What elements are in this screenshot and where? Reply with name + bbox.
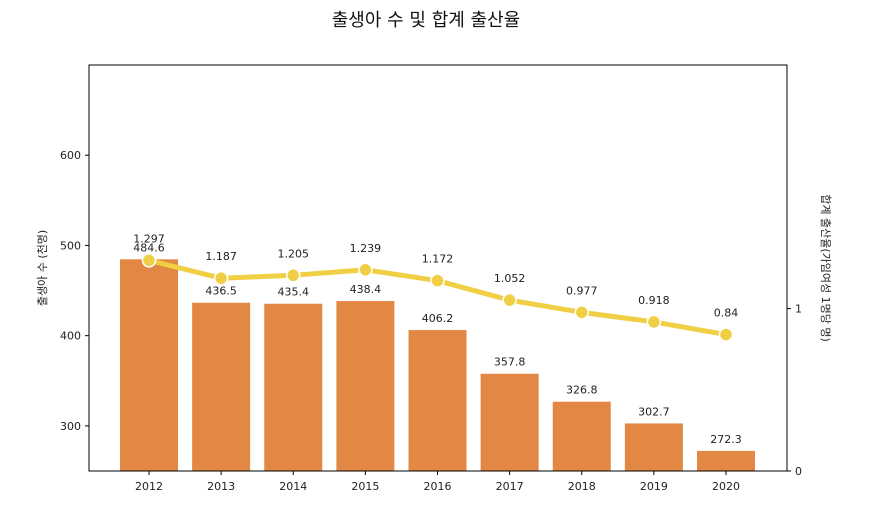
bar	[264, 303, 323, 471]
y-left-tick-label: 300	[60, 420, 81, 433]
line-data-label: 1.052	[494, 272, 526, 285]
bar-data-label: 357.8	[494, 356, 526, 369]
bar-data-label: 436.5	[205, 285, 237, 298]
y-left-tick-label: 600	[60, 149, 81, 162]
line-point	[213, 270, 229, 286]
line-data-label: 1.239	[350, 242, 382, 255]
line-data-label: 1.297	[133, 232, 165, 245]
line-point	[574, 305, 589, 320]
bar-data-label: 435.4	[278, 286, 310, 299]
line-data-label: 0.918	[638, 294, 670, 307]
x-tick-label: 2014	[279, 480, 307, 493]
bar	[408, 330, 467, 471]
bar-data-label: 272.3	[710, 433, 742, 446]
x-tick-label: 2015	[351, 480, 379, 493]
bar	[336, 301, 395, 471]
axes: 2012 2013 2014 2015 2016 2017 2018 2019 2020 300 4…	[35, 64, 832, 493]
x-tick-label: 2020	[712, 480, 740, 493]
line-point	[646, 314, 662, 330]
y-right-tick-label: 1	[795, 303, 802, 316]
x-tick-label: 2012	[135, 480, 163, 493]
line-point	[358, 262, 373, 278]
bar-data-label: 438.4	[350, 283, 382, 296]
line-data-label: 1.172	[422, 253, 454, 266]
x-tick-label: 2018	[568, 480, 596, 493]
x-tick-label: 2016	[424, 480, 452, 493]
line-data-label: 0.84	[714, 307, 739, 320]
line-point	[430, 273, 445, 288]
y-left-tick-label: 400	[60, 330, 81, 343]
x-tick-label: 2013	[207, 480, 235, 493]
line-data-label: 0.977	[566, 284, 598, 297]
bar	[697, 450, 755, 471]
line-point	[502, 292, 517, 308]
bar	[552, 401, 611, 471]
chart-title: 출생아 수 및 합계 출산율	[332, 10, 521, 31]
bar	[624, 423, 683, 471]
line-data-label: 1.205	[278, 247, 310, 260]
line-point	[718, 327, 734, 342]
line-point	[141, 253, 157, 268]
x-tick-label: 2017	[496, 480, 524, 493]
bar	[192, 302, 251, 471]
bar-data-label: 326.8	[566, 384, 598, 397]
bar	[120, 259, 178, 471]
line-point	[286, 268, 301, 283]
bar-data-label: 406.2	[422, 312, 454, 325]
bar-data-label: 302.7	[638, 405, 670, 418]
line-data-label: 1.187	[205, 250, 237, 263]
y-left-axis-title: 출생아 수 (천명)	[35, 230, 49, 306]
bar	[480, 373, 539, 471]
bar-data-label: 484.6	[133, 241, 165, 254]
x-tick-label: 2019	[640, 480, 668, 493]
plot-area: 484.6 436.5 435.4 438.4 406.2 357.8 326.8 302.7…	[120, 232, 755, 471]
y-right-axis-title: 합계 출산율(가임여성 1명당 명)	[819, 194, 832, 342]
y-right-tick-label: 0	[795, 465, 802, 478]
y-left-tick-label: 500	[60, 239, 81, 252]
